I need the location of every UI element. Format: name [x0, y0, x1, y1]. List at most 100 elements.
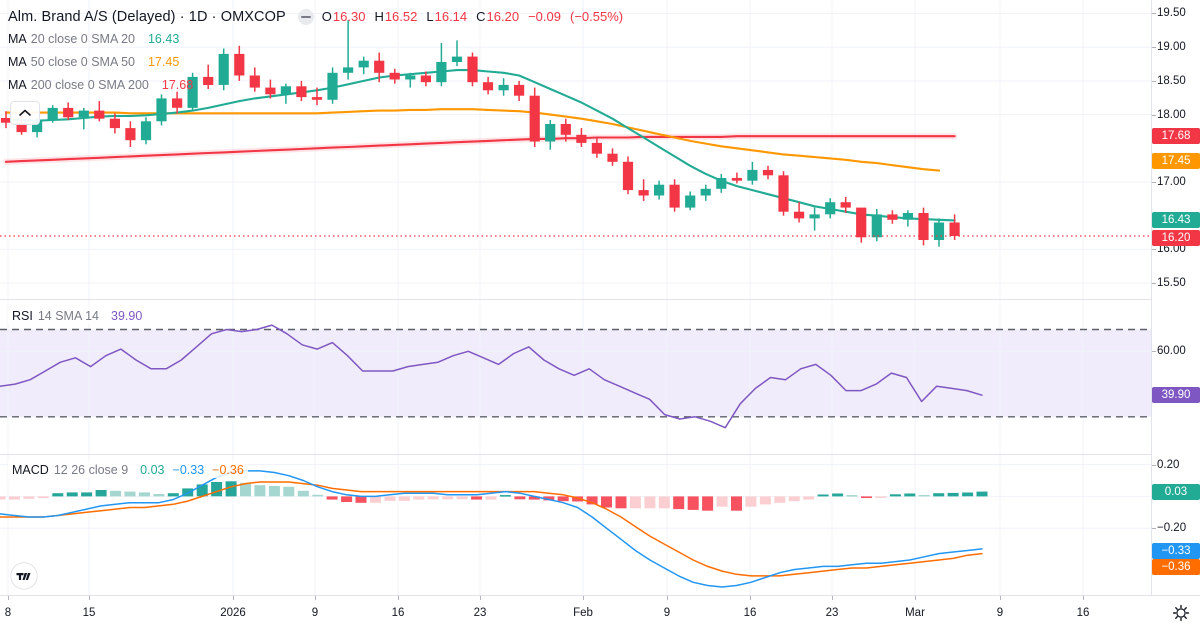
- chevron-up-icon: [19, 109, 31, 116]
- right-price-scale[interactable]: 19.50 19.00 18.50 18.00 17.00 16.00 15.50 17.68…: [1151, 0, 1200, 595]
- chart-settings-button[interactable]: [1172, 604, 1190, 622]
- tradingview-logo-icon: [10, 562, 38, 590]
- time-axis[interactable]: 8 15 2026 9 16 23 Feb 9 16 23 Mar 9 16: [0, 595, 1200, 631]
- ma200-name: MA: [8, 77, 27, 92]
- macd-pane[interactable]: [0, 455, 1152, 595]
- time-axis-label: 8: [4, 607, 12, 619]
- ma200-args: 200 close 0 SMA 200: [30, 77, 149, 92]
- pane-collapse-button[interactable]: [10, 101, 40, 125]
- scale-tick: [1152, 80, 1156, 82]
- ma200-value: 17.68: [161, 77, 194, 92]
- price-scale-label: 16.00: [1157, 243, 1186, 256]
- rsi-value: 39.90: [111, 308, 143, 323]
- macd-line-badge[interactable]: −0.33: [1152, 542, 1200, 559]
- scale-tick: [1152, 47, 1156, 49]
- time-axis-tick: [89, 596, 90, 600]
- time-axis-tick: [667, 596, 668, 600]
- macd-line-value: −0.33: [172, 462, 205, 477]
- macd-scale-label: −0.20: [1157, 522, 1187, 535]
- time-axis-tick: [233, 596, 234, 600]
- ohlc-open-value: 16.30: [332, 9, 366, 24]
- ma50-value: 17.45: [147, 54, 180, 69]
- legend-ma50[interactable]: MA 50 close 0 SMA 50 17.45: [8, 50, 624, 73]
- rsi-args: 14 SMA 14: [37, 308, 99, 323]
- time-axis-label: 23: [825, 607, 839, 619]
- price-plot[interactable]: [0, 0, 1152, 300]
- symbol-legend-row[interactable]: Alm. Brand A/S (Delayed) · 1D · OMXCOP O…: [8, 6, 624, 27]
- scale-tick: [1152, 464, 1156, 466]
- tradingview-logo[interactable]: [10, 562, 38, 590]
- price-scale-label: 18.00: [1157, 108, 1186, 121]
- macd-signal-badge[interactable]: −0.36: [1152, 558, 1200, 575]
- price-scale-label: 18.50: [1157, 74, 1186, 87]
- ohlc-low-key: L: [426, 9, 434, 24]
- pane-divider-2: [0, 454, 1152, 455]
- macd-plot[interactable]: [0, 455, 1152, 595]
- scale-tick: [1152, 249, 1156, 251]
- time-axis-label: 9: [663, 607, 671, 619]
- ohlc-high-key: H: [374, 9, 384, 24]
- time-axis-label: 16: [743, 607, 757, 619]
- scale-tick: [1152, 528, 1156, 530]
- time-axis-label: 9: [311, 607, 319, 619]
- rsi-scale-label: 60.00: [1157, 345, 1186, 358]
- time-axis-label: Feb: [573, 607, 593, 619]
- rsi-value-badge[interactable]: 39.90: [1152, 387, 1200, 404]
- ma20-name: MA: [8, 31, 27, 46]
- time-axis-tick: [583, 596, 584, 600]
- time-axis-tick: [750, 596, 751, 600]
- ma200-price-badge[interactable]: 17.68: [1152, 128, 1200, 145]
- time-axis-label: Mar: [905, 607, 925, 619]
- macd-hist-badge[interactable]: 0.03: [1152, 483, 1200, 500]
- macd-args: 12 26 close 9: [53, 462, 129, 477]
- ma50-args: 50 close 0 SMA 50: [30, 54, 135, 69]
- ma20-price-badge[interactable]: 16.43: [1152, 212, 1200, 229]
- scale-tick: [1152, 182, 1156, 184]
- scale-tick: [1152, 13, 1156, 15]
- ohlc-values: O16.30 H16.52 L16.14 C16.20 −0.09 (−0.55%): [322, 9, 624, 24]
- scale-tick: [1152, 283, 1156, 285]
- time-axis-label: 16: [1076, 607, 1090, 619]
- rsi-plot[interactable]: [0, 300, 1152, 455]
- legend-ma20[interactable]: MA 20 close 0 SMA 20 16.43: [8, 27, 624, 50]
- scale-tick: [1152, 114, 1156, 116]
- ohlc-high-value: 16.52: [384, 9, 418, 24]
- price-scale-label: 17.00: [1157, 176, 1186, 189]
- time-axis-label: 2026: [220, 607, 246, 619]
- legend-ma200[interactable]: MA 200 close 0 SMA 200 17.68: [8, 73, 624, 96]
- scale-tick: [1152, 351, 1156, 353]
- ohlc-close-value: 16.20: [486, 9, 520, 24]
- chart-legend[interactable]: Alm. Brand A/S (Delayed) · 1D · OMXCOP O…: [8, 6, 624, 96]
- rsi-legend[interactable]: RSI 14 SMA 14 39.90: [8, 307, 147, 324]
- settings-gear-icon: [1172, 604, 1190, 622]
- macd-signal-value: −0.36: [212, 462, 244, 477]
- price-scale-label: 19.50: [1157, 7, 1186, 20]
- time-axis-label: 16: [391, 607, 405, 619]
- time-axis-tick: [832, 596, 833, 600]
- rsi-pane[interactable]: [0, 300, 1152, 455]
- time-axis-tick: [315, 596, 316, 600]
- macd-legend[interactable]: MACD 12 26 close 9 0.03 −0.33 −0.36: [8, 461, 248, 478]
- ma20-value: 16.43: [147, 31, 180, 46]
- last-price-badge[interactable]: 16.20: [1152, 229, 1200, 246]
- ohlc-close-key: C: [476, 9, 486, 24]
- macd-name: MACD: [12, 462, 49, 477]
- time-axis-tick: [915, 596, 916, 600]
- time-axis-tick: [8, 596, 9, 600]
- ma50-price-badge[interactable]: 17.45: [1152, 152, 1200, 169]
- time-axis-label: 9: [996, 607, 1004, 619]
- rsi-name: RSI: [12, 308, 33, 323]
- ohlc-open-key: O: [321, 9, 332, 24]
- symbol-title[interactable]: Alm. Brand A/S (Delayed) · 1D · OMXCOP: [8, 8, 286, 25]
- ohlc-change: −0.09: [528, 9, 561, 24]
- time-axis-label: 23: [473, 607, 487, 619]
- ma50-name: MA: [8, 54, 27, 69]
- time-axis-tick: [1000, 596, 1001, 600]
- time-axis-tick: [398, 596, 399, 600]
- macd-scale-label: 0.20: [1157, 458, 1180, 471]
- price-pane[interactable]: [0, 0, 1152, 300]
- time-axis-tick: [480, 596, 481, 600]
- hide-icon[interactable]: [297, 8, 314, 25]
- price-scale-label: 15.50: [1157, 277, 1186, 290]
